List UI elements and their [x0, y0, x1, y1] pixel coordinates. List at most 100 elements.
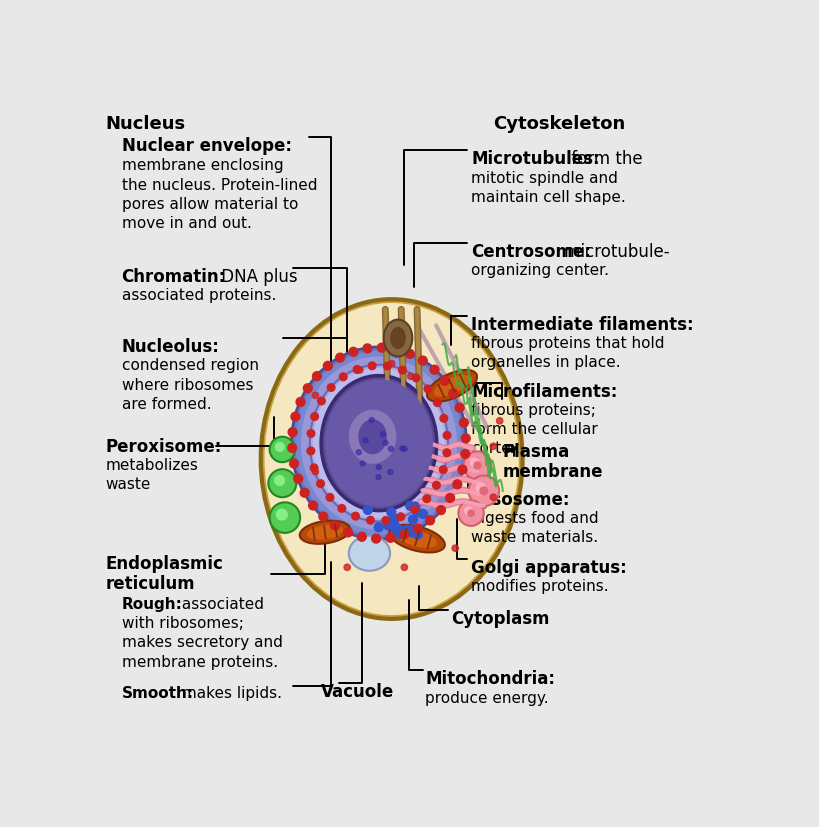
Ellipse shape — [291, 347, 466, 539]
Ellipse shape — [295, 351, 462, 535]
Circle shape — [455, 403, 464, 412]
Text: waste: waste — [106, 477, 151, 493]
Circle shape — [440, 376, 449, 385]
Circle shape — [363, 505, 372, 514]
Text: form the: form the — [566, 151, 642, 168]
Circle shape — [308, 501, 317, 510]
Circle shape — [425, 516, 434, 525]
Text: Plasma: Plasma — [502, 443, 569, 461]
Circle shape — [369, 418, 373, 423]
Circle shape — [307, 430, 314, 437]
Ellipse shape — [299, 521, 350, 544]
Circle shape — [330, 521, 339, 530]
Ellipse shape — [390, 327, 405, 349]
Text: maintain cell shape.: maintain cell shape. — [470, 189, 625, 204]
Text: Nucleolus:: Nucleolus: — [121, 338, 219, 356]
Text: with ribosomes;: with ribosomes; — [121, 616, 243, 631]
Circle shape — [319, 512, 328, 521]
Text: organelles in place.: organelles in place. — [470, 356, 620, 370]
Circle shape — [386, 533, 395, 543]
Text: Golgi apparatus:: Golgi apparatus: — [470, 559, 626, 577]
Text: form the cellular: form the cellular — [470, 422, 597, 437]
Circle shape — [463, 452, 491, 480]
Text: mitotic spindle and: mitotic spindle and — [470, 170, 618, 185]
Circle shape — [269, 437, 295, 462]
Circle shape — [360, 461, 364, 466]
Circle shape — [357, 533, 366, 541]
Circle shape — [344, 564, 350, 571]
Circle shape — [458, 500, 483, 526]
Circle shape — [451, 545, 458, 552]
Text: Nuclear envelope:: Nuclear envelope: — [121, 137, 292, 155]
Circle shape — [337, 443, 344, 450]
Circle shape — [475, 482, 486, 493]
Ellipse shape — [427, 370, 477, 402]
Text: waste materials.: waste materials. — [470, 530, 598, 545]
Circle shape — [387, 508, 396, 517]
Circle shape — [356, 366, 363, 373]
Text: Rough:: Rough: — [121, 597, 182, 612]
Circle shape — [469, 457, 479, 467]
Circle shape — [363, 344, 372, 353]
Ellipse shape — [301, 356, 456, 530]
Circle shape — [467, 509, 474, 517]
Ellipse shape — [358, 419, 387, 454]
Text: reticulum: reticulum — [106, 575, 195, 593]
Ellipse shape — [265, 303, 518, 615]
Circle shape — [423, 385, 432, 393]
Text: membrane enclosing: membrane enclosing — [121, 159, 283, 174]
Circle shape — [363, 437, 368, 443]
Text: metabolizes: metabolizes — [106, 458, 198, 473]
Text: associated: associated — [177, 597, 265, 612]
Circle shape — [406, 525, 415, 534]
Circle shape — [371, 534, 380, 543]
Text: are formed.: are formed. — [121, 397, 211, 412]
Circle shape — [464, 506, 473, 515]
Circle shape — [306, 447, 314, 455]
Text: membrane proteins.: membrane proteins. — [121, 654, 278, 670]
Circle shape — [349, 347, 357, 356]
Text: Microfilaments:: Microfilaments: — [470, 383, 617, 400]
Circle shape — [391, 345, 400, 354]
Text: where ribosomes: where ribosomes — [121, 377, 253, 393]
Text: Centrosome:: Centrosome: — [470, 242, 590, 261]
Circle shape — [410, 502, 419, 511]
Text: modifies proteins.: modifies proteins. — [470, 580, 608, 595]
Circle shape — [445, 494, 454, 502]
Circle shape — [368, 362, 375, 370]
Circle shape — [355, 450, 361, 455]
Circle shape — [478, 486, 488, 495]
Text: microtubule-: microtubule- — [558, 242, 668, 261]
Circle shape — [452, 480, 461, 489]
Ellipse shape — [396, 529, 437, 548]
Circle shape — [376, 465, 381, 470]
Text: fibrous proteins that hold: fibrous proteins that hold — [470, 336, 663, 351]
Text: organizing center.: organizing center. — [470, 263, 609, 278]
Circle shape — [312, 392, 319, 399]
Circle shape — [287, 428, 296, 437]
Circle shape — [383, 362, 391, 370]
Circle shape — [300, 488, 309, 497]
Circle shape — [312, 371, 321, 380]
Circle shape — [268, 469, 296, 497]
Circle shape — [442, 449, 450, 457]
Text: Microtubules:: Microtubules: — [470, 151, 599, 168]
Circle shape — [443, 432, 450, 439]
Circle shape — [316, 480, 324, 487]
Text: the nucleus. Protein-lined: the nucleus. Protein-lined — [121, 178, 317, 193]
Text: Nucleus: Nucleus — [106, 115, 186, 133]
Circle shape — [405, 349, 414, 358]
Ellipse shape — [348, 536, 390, 571]
Circle shape — [413, 508, 421, 517]
Text: Endoplasmic: Endoplasmic — [106, 555, 224, 572]
Text: digests food and: digests food and — [470, 511, 598, 526]
Circle shape — [373, 523, 382, 532]
Text: cortex.: cortex. — [470, 441, 524, 457]
Circle shape — [400, 446, 405, 451]
Circle shape — [377, 343, 386, 352]
Circle shape — [398, 366, 405, 374]
Text: condensed region: condensed region — [121, 358, 258, 374]
Text: move in and out.: move in and out. — [121, 216, 251, 231]
Circle shape — [432, 481, 440, 489]
Circle shape — [408, 515, 417, 524]
